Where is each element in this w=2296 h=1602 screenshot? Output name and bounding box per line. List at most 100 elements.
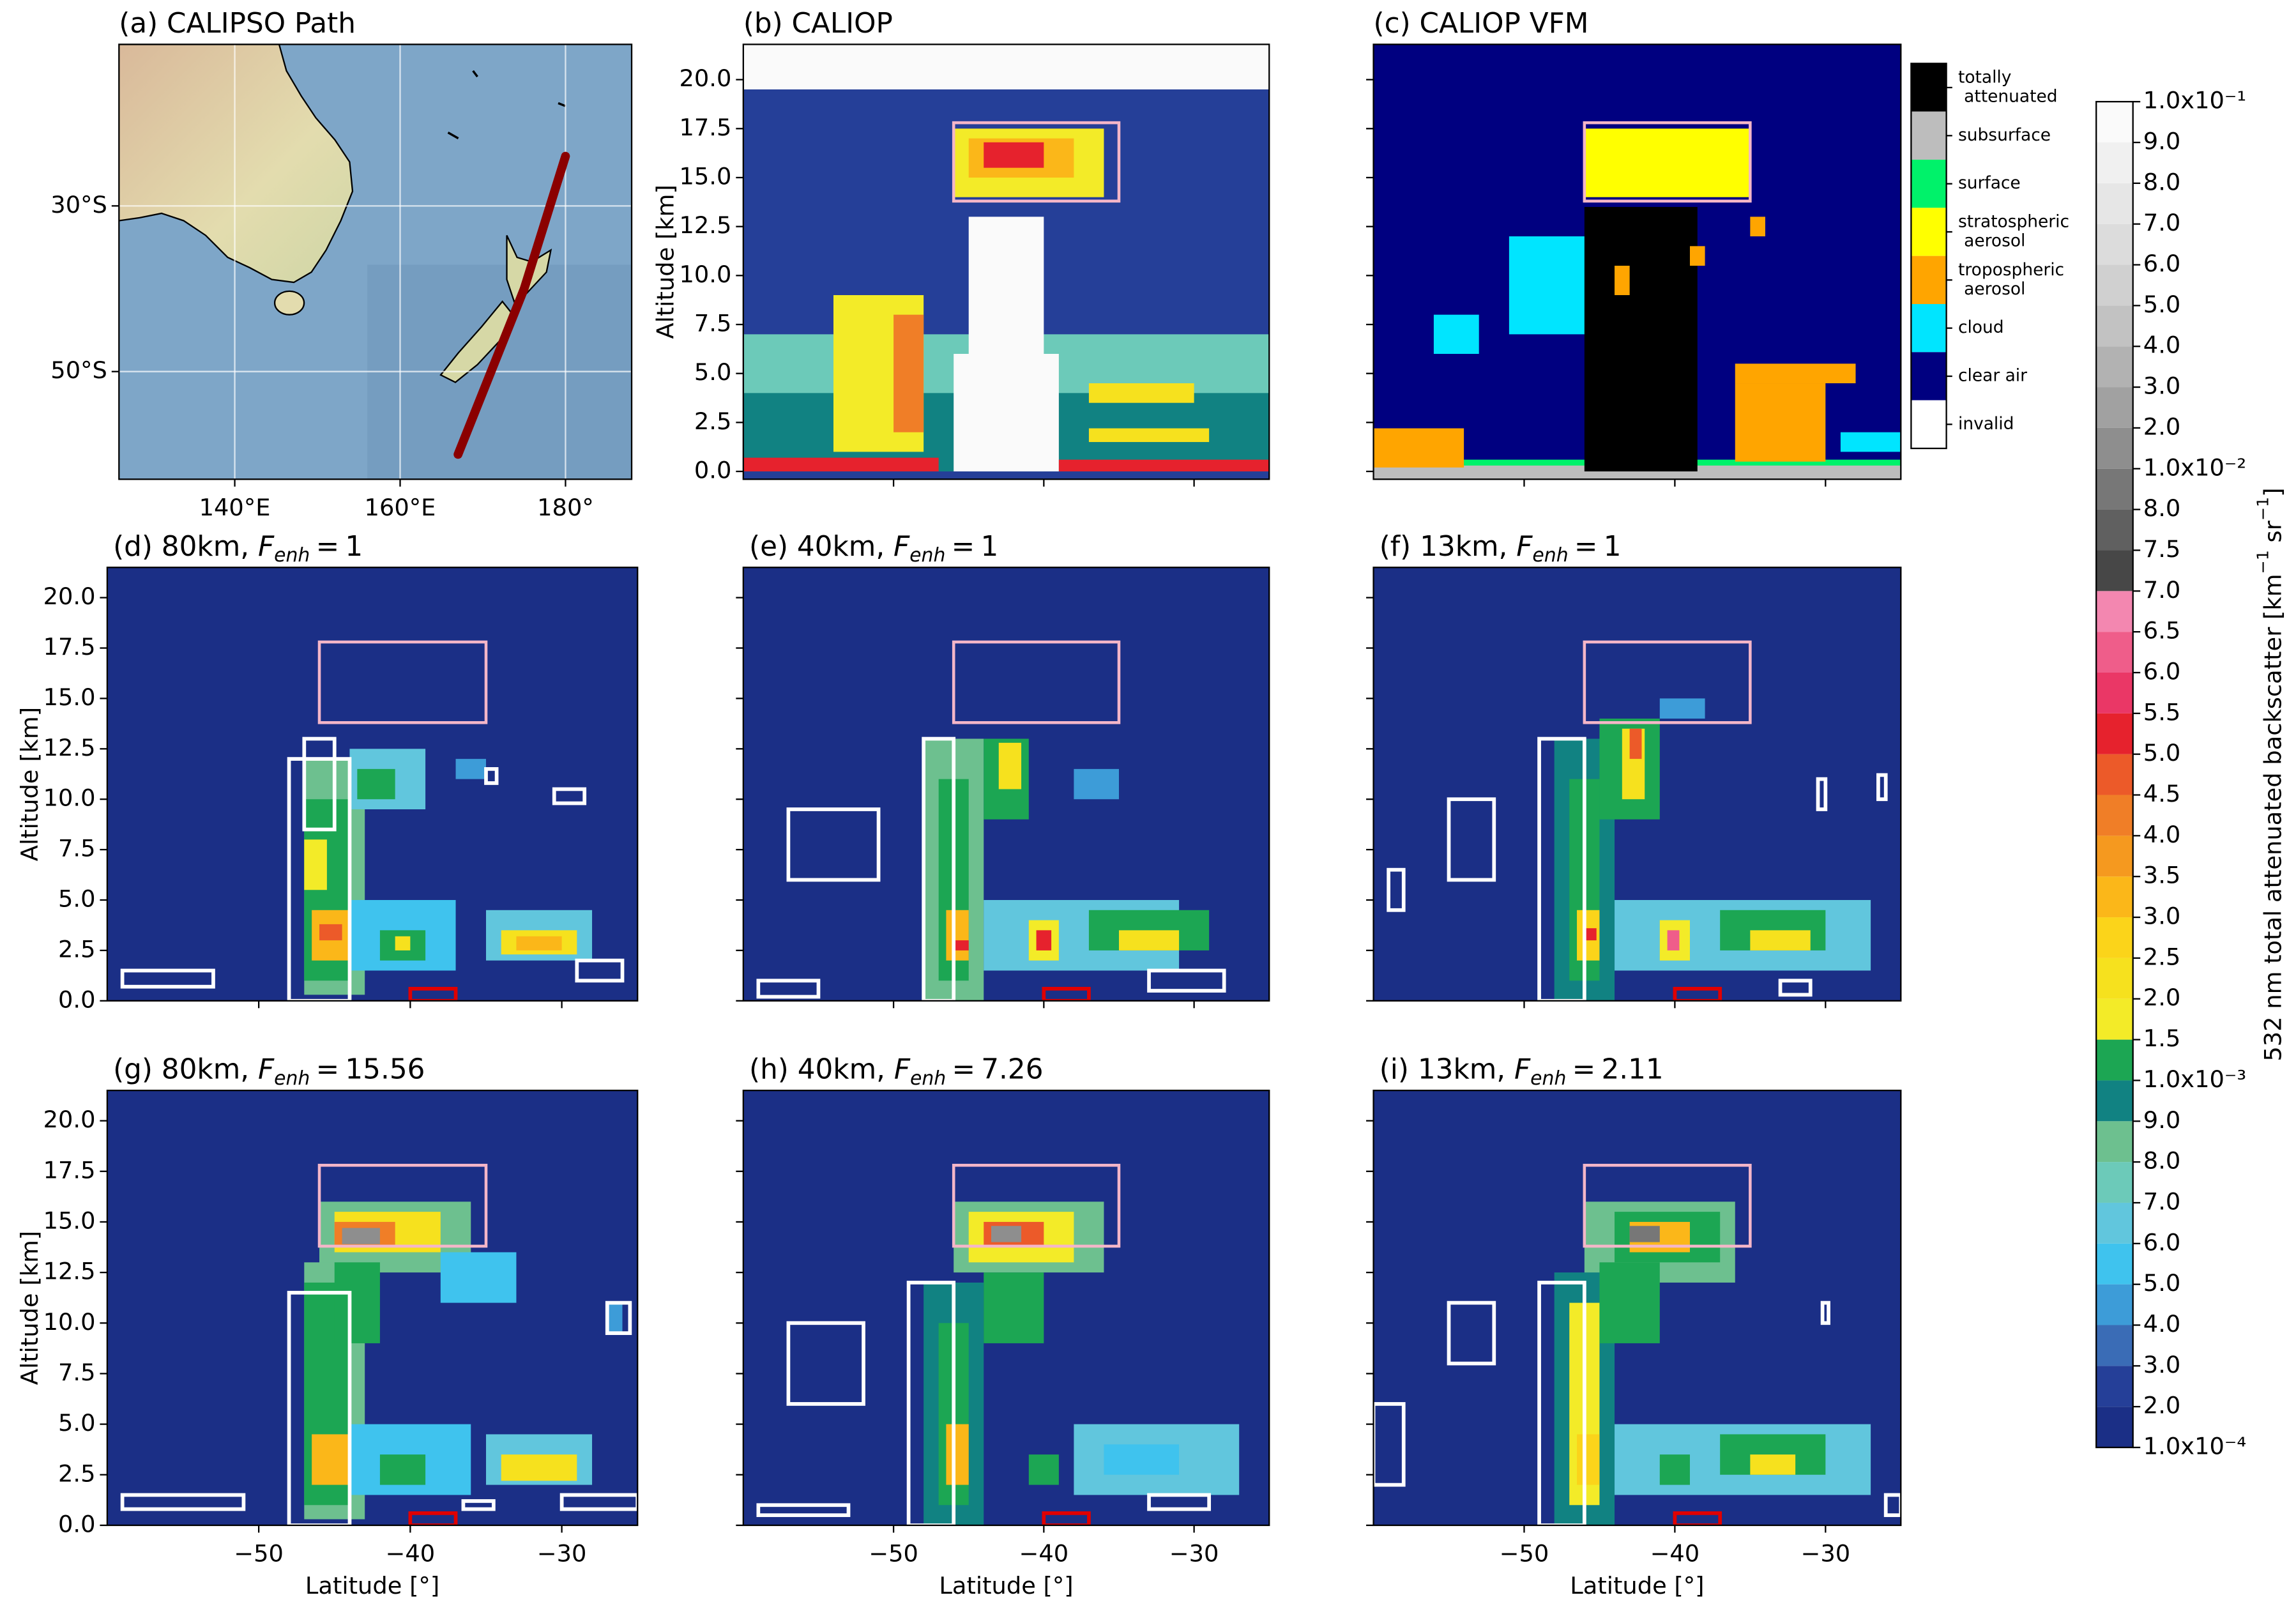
data-cell <box>357 768 395 800</box>
legend-label: tropospheric <box>1958 260 2064 280</box>
legend-swatch <box>1911 160 1947 208</box>
factor-sign: = <box>952 1053 975 1086</box>
colorbar-bin <box>2096 183 2133 224</box>
x-axis-label: Latitude [°] <box>1570 1572 1704 1599</box>
data-cell <box>1584 128 1751 197</box>
highlight-box <box>952 121 1121 203</box>
plot-area <box>1373 1090 1901 1525</box>
plot-area <box>743 44 1270 480</box>
colorbar-bin <box>2096 224 2133 265</box>
colorbar-tick-label: 6.5 <box>2143 617 2181 645</box>
cloud-contour <box>484 767 499 785</box>
legend-frame <box>1910 63 1947 450</box>
y-tick-label: 7.5 <box>58 1359 96 1386</box>
label-text: ] <box>2259 488 2286 497</box>
colorbar-bin <box>2096 1243 2133 1285</box>
factor-value: 1 <box>345 530 363 563</box>
data-cell <box>954 940 969 950</box>
legend-label: invalid <box>1958 414 2014 434</box>
colorbar-tick-label: 7.0 <box>2143 1187 2181 1215</box>
title-prefix: (f) 13km, <box>1380 530 1508 563</box>
data-cell <box>319 924 342 941</box>
y-tick-label: 0.0 <box>694 457 732 484</box>
highlight-box <box>317 640 488 724</box>
colorbar-tick-label: 4.0 <box>2143 821 2181 848</box>
colorbar-tick-label: 7.5 <box>2143 535 2181 563</box>
legend-label: totally <box>1958 68 2011 88</box>
y-tick-label: 7.5 <box>694 310 732 337</box>
data-cell <box>1689 246 1705 266</box>
title-prefix: (e) 40km, <box>749 530 885 563</box>
colorbar-tick-label: 2.5 <box>2143 943 2181 970</box>
data-cell <box>1659 698 1705 719</box>
colorbar-tick-label: 6.0 <box>2143 250 2181 277</box>
highlight-box <box>1583 1163 1752 1248</box>
colorbar-bin <box>2096 1080 2133 1122</box>
colorbar-bin <box>2096 1121 2133 1163</box>
y-tick-label: 10.0 <box>679 261 731 288</box>
colorbar-tick-label: 3.5 <box>2143 862 2181 889</box>
y-tick-label: 2.5 <box>694 408 732 435</box>
x-tick-label: −50 <box>234 1539 284 1567</box>
colorbar-bin <box>2096 468 2133 510</box>
legend-label: cloud <box>1958 317 2004 337</box>
colorbar-tick-label: 1.0x10⁻² <box>2143 454 2246 481</box>
legend-label: clear air <box>1958 365 2027 385</box>
factor-value: 2.11 <box>1601 1053 1663 1086</box>
data-cell <box>440 1252 517 1303</box>
colorbar-bin <box>2096 917 2133 958</box>
label-text: sr <box>2259 520 2286 550</box>
cloud-contour <box>461 1499 496 1511</box>
cloud-contour <box>120 1493 246 1511</box>
y-tick-label: 12.5 <box>679 211 731 239</box>
factor-sign: = <box>316 530 340 563</box>
title-prefix: (g) 80km, <box>113 1053 249 1086</box>
data-cell <box>607 1302 623 1334</box>
colorbar-tick-label: 1.0x10⁻³ <box>2143 1065 2246 1093</box>
x-tick-label: −50 <box>1500 1539 1549 1567</box>
panel-title: (h) 40km, Fenh = 7.26 <box>749 1053 1044 1090</box>
colorbar-bin <box>2096 102 2133 143</box>
factor-symbol: F <box>893 530 910 563</box>
factor-value: 7.26 <box>981 1053 1043 1086</box>
colorbar-bin <box>2096 672 2133 713</box>
factor-value: 1 <box>1604 530 1622 563</box>
data-cell <box>1577 1434 1600 1485</box>
surface-contour <box>1042 986 1091 1001</box>
colorbar-tick-label: 3.0 <box>2143 372 2181 400</box>
axes-frame <box>742 567 1270 1002</box>
x-tick-label: −30 <box>1800 1539 1850 1567</box>
y-tick-label: 10.0 <box>43 784 96 812</box>
plot-area <box>743 567 1270 1001</box>
axes-frame <box>1372 43 1902 480</box>
cloud-contour <box>786 807 881 882</box>
colorbar-bin <box>2096 1407 2133 1448</box>
data-cell <box>334 1262 380 1343</box>
surface-contour <box>408 986 458 1001</box>
colorbar-bin <box>2096 1325 2133 1366</box>
colorbar-tick-label: 7.0 <box>2143 576 2181 604</box>
colorbar-tick-label: 1.0x10⁻⁴ <box>2143 1433 2246 1460</box>
colorbar-tick-label: 8.0 <box>2143 1147 2181 1175</box>
colorbar-bin <box>2096 305 2133 347</box>
y-tick-label: 30°S <box>50 191 107 218</box>
colorbar-bin <box>2096 264 2133 306</box>
x-tick-label: −30 <box>537 1539 587 1567</box>
cloud-contour <box>575 958 625 983</box>
data-cell <box>379 1454 426 1485</box>
x-tick-label: 180° <box>537 494 594 521</box>
colorbar-bin <box>2096 795 2133 836</box>
y-tick-label: 2.5 <box>58 935 96 963</box>
y-axis-label: Altitude [km] <box>16 707 43 861</box>
data-cell <box>1036 930 1052 950</box>
x-tick-label: 140°E <box>199 494 271 521</box>
australia <box>119 44 354 284</box>
cloud-contour <box>1537 1281 1586 1525</box>
factor-symbol: F <box>894 1053 911 1086</box>
colorbar-tick-label: 4.0 <box>2143 1310 2181 1338</box>
highlight-box <box>317 1163 488 1248</box>
label-text: 532 nm total attenuated backscatter [km <box>2259 574 2286 1061</box>
factor-subscript: enh <box>909 544 945 567</box>
data-cell <box>1074 768 1119 800</box>
